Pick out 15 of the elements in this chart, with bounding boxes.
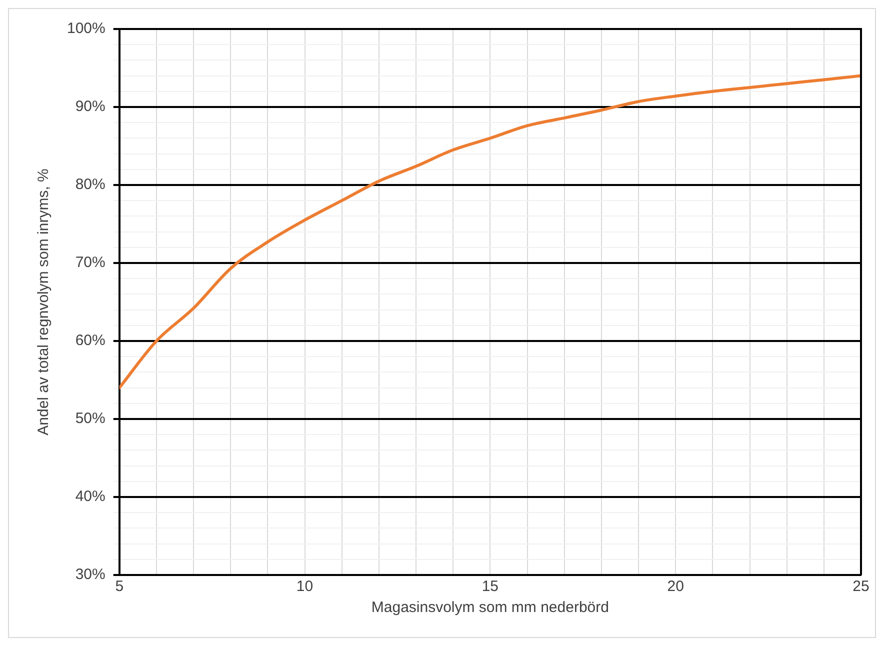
x-tick-label: 20: [667, 578, 684, 596]
y-axis-title: Andel av total regnvolym som inryms, %: [35, 168, 52, 436]
x-tick-label: 10: [296, 578, 314, 596]
x-axis-title: Magasinsvolym som mm nederbörd: [371, 599, 609, 616]
x-tick-label: 5: [115, 578, 124, 596]
y-tick-label: 90%: [75, 98, 106, 116]
y-tick-label: 30%: [75, 566, 106, 584]
y-tick-label: 60%: [75, 332, 106, 350]
x-tick-label: 25: [852, 578, 870, 596]
y-tick-label: 100%: [66, 20, 106, 38]
x-tick-label: 15: [482, 578, 499, 596]
y-tick-label: 50%: [75, 410, 106, 428]
y-tick-label: 40%: [75, 488, 106, 506]
y-tick-label: 80%: [75, 176, 106, 194]
y-tick-label: 70%: [75, 254, 106, 272]
